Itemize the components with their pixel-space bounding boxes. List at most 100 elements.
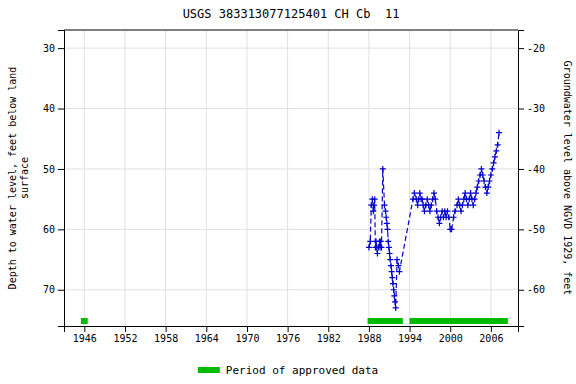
tick-label: 1994 [398,333,422,344]
data-point [383,208,389,214]
tick-label: -60 [527,284,545,295]
data-point [396,269,402,275]
data-point [487,178,493,184]
y2-axis-title: Groundwater level above NGVD 1929, feet [562,61,573,296]
data-point [386,244,392,250]
tick-label: 30 [43,43,55,54]
data-point [445,208,451,214]
data-point [476,178,482,184]
tick: 1988 [357,326,381,344]
data-point [492,154,498,160]
data-point [393,305,399,311]
data-point [382,202,388,208]
tick-mark [206,326,207,332]
data-point [391,287,397,293]
approved-period [81,318,88,324]
tick-mark [518,229,524,230]
tick-label: 1988 [357,333,381,344]
tick: -60 [518,284,545,295]
y-axis: 3040506070 [43,31,65,327]
tick-mark [58,48,64,49]
tick: 1952 [113,326,137,344]
grid-line [64,168,518,169]
tick-label: -50 [527,224,545,235]
tick-mark [518,169,524,170]
chart: 1946195219581964197019761982198819942000… [0,0,576,384]
data-point [488,172,494,178]
tick-label: 1976 [276,333,300,344]
data-line [369,133,499,308]
data-point [367,238,373,244]
tick-mark [491,326,492,332]
data-point [462,190,468,196]
data-point [417,190,423,196]
data-point [371,202,377,208]
tick-mark [58,169,64,170]
grid-line [246,30,247,326]
grid-line [287,30,288,326]
data-point [474,184,480,190]
axis-line [519,31,525,327]
data-point [385,226,391,232]
grid-line [124,30,125,326]
tick-mark [84,326,85,332]
tick-label: 2006 [479,333,503,344]
tick-mark [328,326,329,332]
tick: 1964 [195,326,219,344]
tick: 60 [43,224,64,235]
data-point [387,257,393,263]
data-point [411,190,417,196]
legend-swatch [198,367,220,373]
tick: 1976 [276,326,300,344]
data-point [451,214,457,220]
marks [81,130,508,324]
tick-mark [450,326,451,332]
data-point [489,166,495,172]
data-point [431,190,437,196]
data-point [493,148,499,154]
data-point [387,251,393,257]
tick-label: 60 [43,224,55,235]
tick-label: 1952 [113,333,137,344]
data-point [388,263,394,269]
data-point [449,226,455,232]
tick-mark [247,326,248,332]
data-point [455,196,461,202]
plot: 1946195219581964197019761982198819942000… [43,30,545,344]
tick: -20 [518,43,545,54]
tick-label: 40 [43,103,55,114]
data-point [491,160,497,166]
tick-mark [58,229,64,230]
tick: 2006 [479,326,503,344]
data-point [495,142,501,148]
title: USGS 383313077125401 CH Cb 11 [183,7,400,21]
data-point [390,281,396,287]
tick: 2000 [439,326,463,344]
tick: -40 [518,164,545,175]
tick-mark [410,326,411,332]
data-point [485,184,491,190]
data-point [484,190,490,196]
axis-line [65,327,519,333]
data-point [415,202,421,208]
tick-mark [369,326,370,332]
grid-line [450,30,451,326]
data-point [459,202,465,208]
data-point [389,269,395,275]
grid-line [165,30,166,326]
tick-mark [58,109,64,110]
grid-line [409,30,410,326]
grid-line [328,30,329,326]
data-point [384,220,390,226]
approved-period [410,318,508,324]
data-point [436,220,442,226]
tick: 1946 [73,326,97,344]
tick-mark [518,290,524,291]
data-point [465,202,471,208]
x-axis: 1946195219581964197019761982198819942000… [65,326,519,344]
frame [64,30,518,31]
data-point [473,190,479,196]
tick-label: 1964 [195,333,219,344]
grid-line [64,289,518,290]
tick-mark [518,109,524,110]
